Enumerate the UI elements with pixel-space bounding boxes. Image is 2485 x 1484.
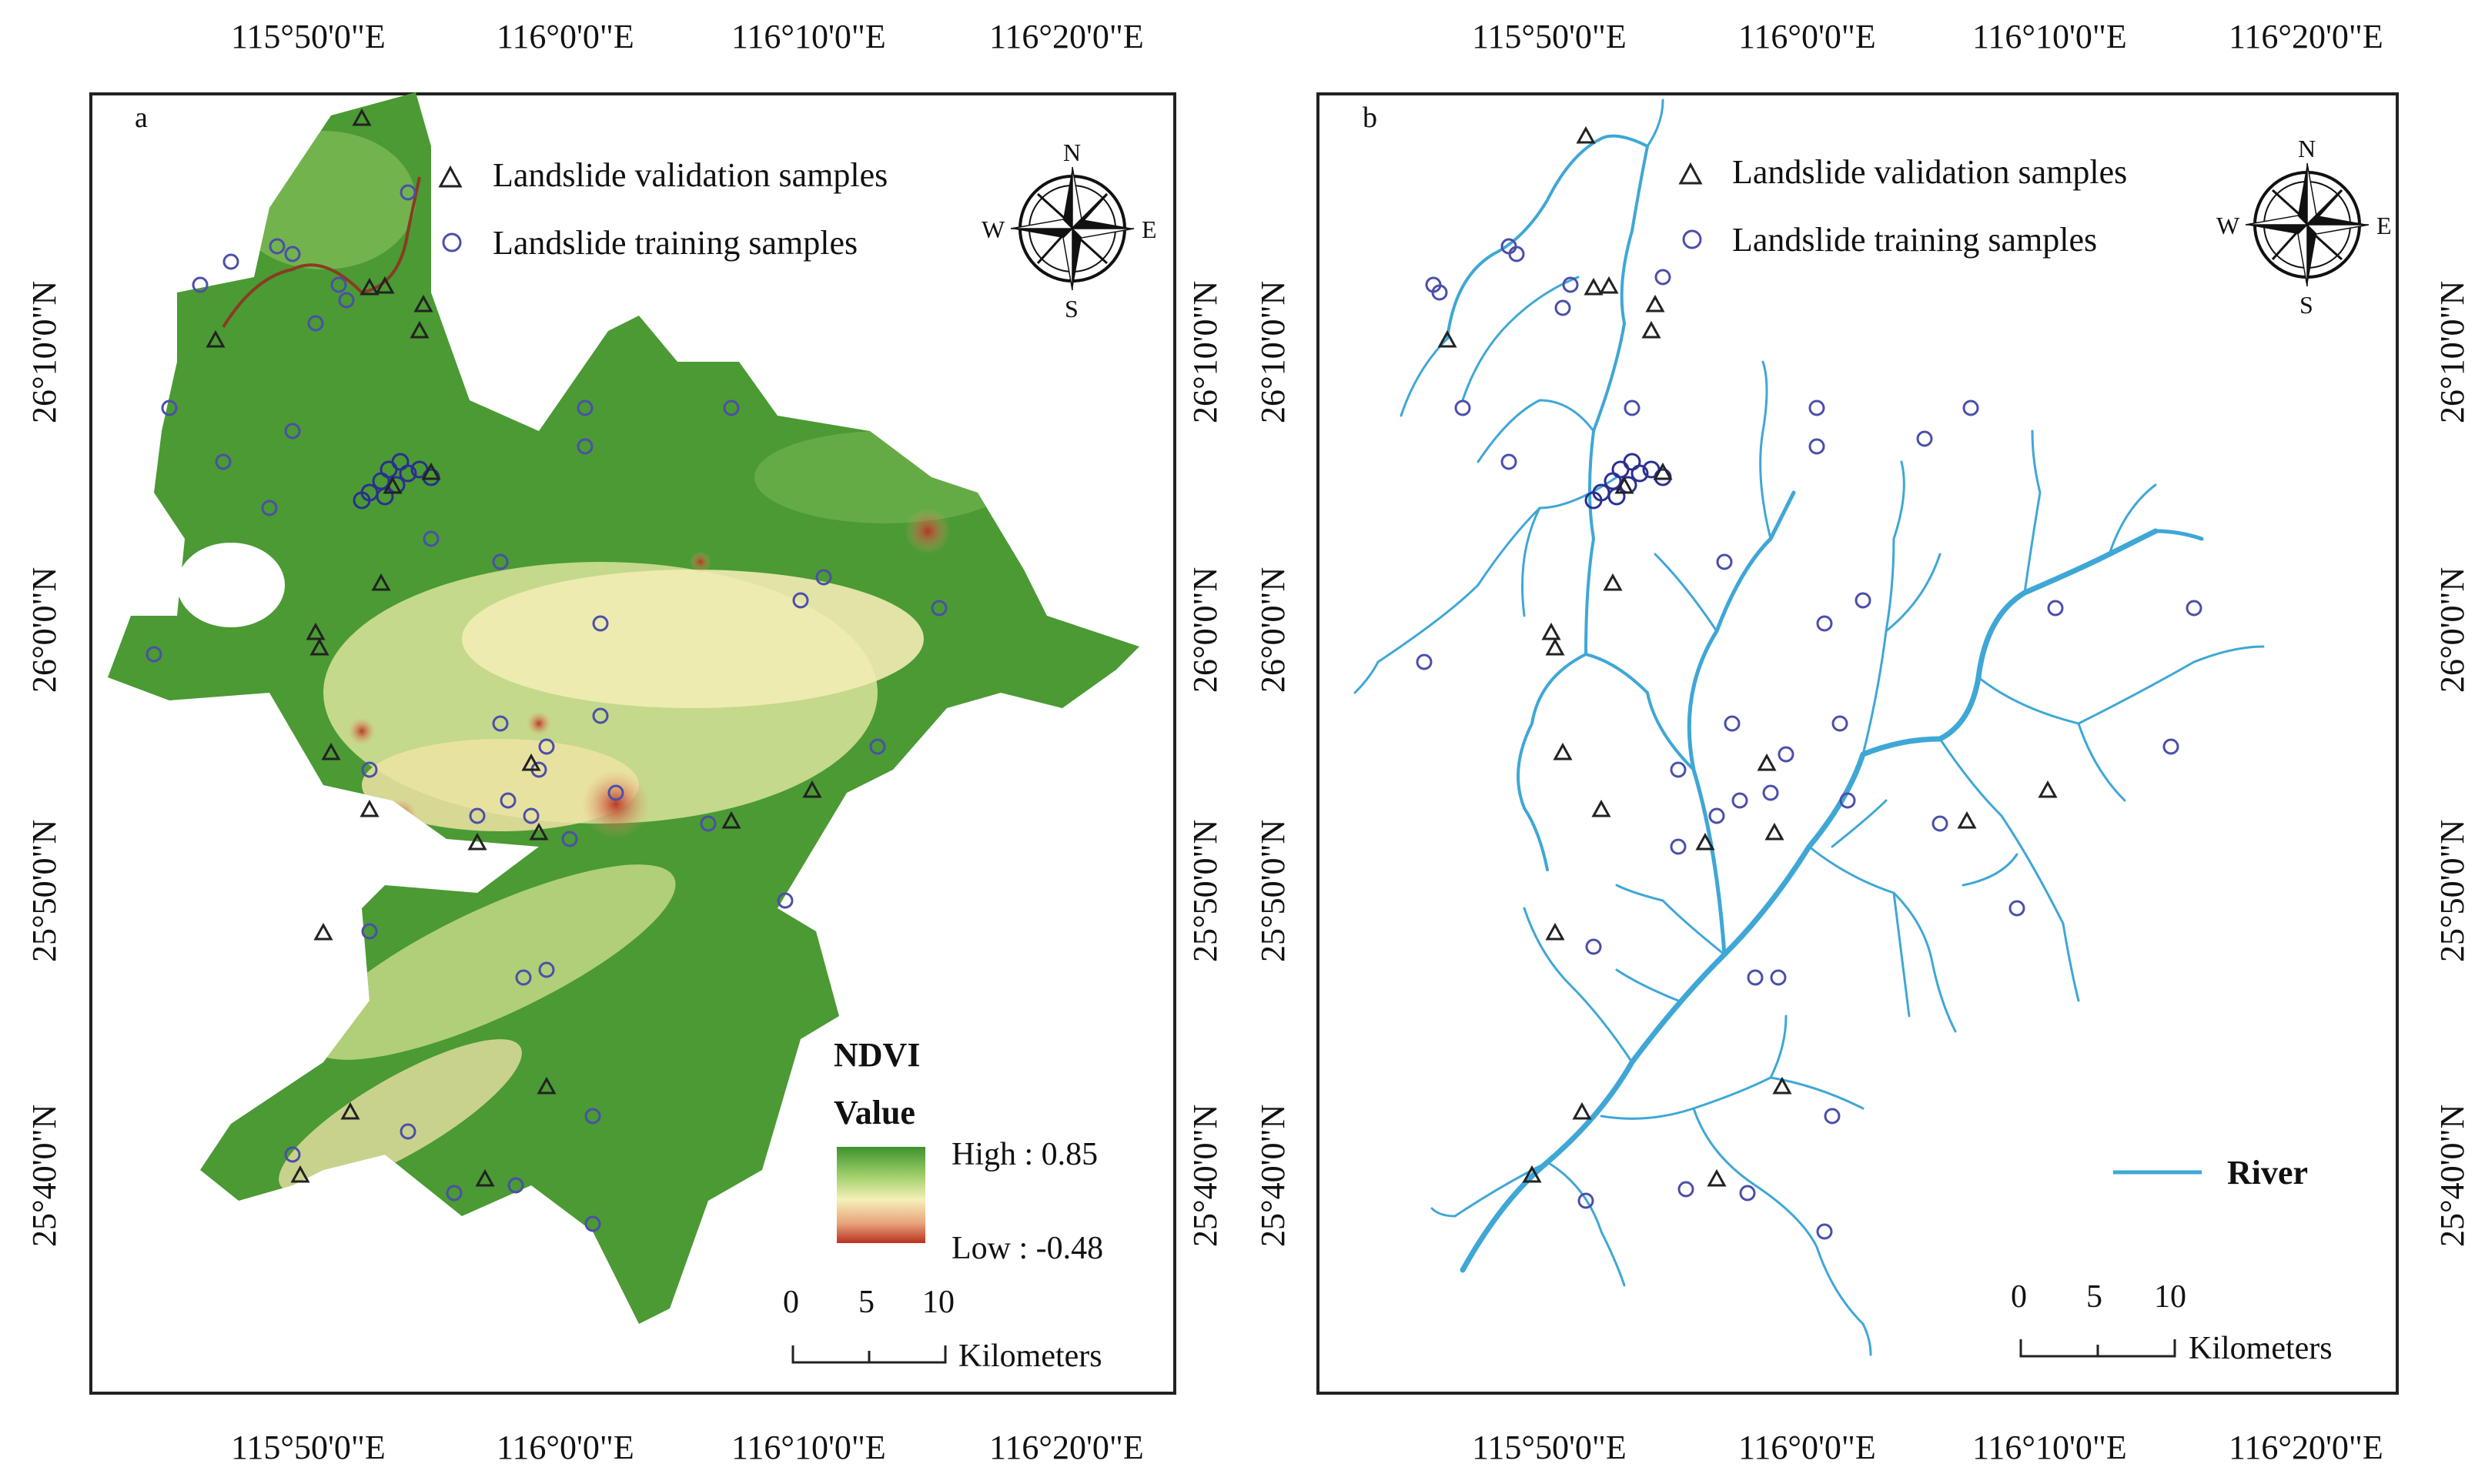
panel-letter: a <box>135 102 148 134</box>
panel-b-top-longitudes: 115°50'0"E 116°0'0"E 116°10'0"E 116°20'0… <box>1472 18 2383 55</box>
lat-label: 26°10'0"N <box>25 281 63 423</box>
ndvi-map-region <box>108 92 1139 1324</box>
panel-a-top-longitudes: 115°50'0"E 116°0'0"E 116°10'0"E 116°20'0… <box>231 18 1144 55</box>
compass-s: S <box>2299 291 2313 319</box>
legend-validation-label: Landslide validation samples <box>1732 153 2127 191</box>
river-label: River <box>2227 1154 2308 1192</box>
panel-a-frame <box>89 92 1176 1395</box>
validation-samples-b <box>1437 125 2058 1187</box>
lon-label: 116°10'0"E <box>731 18 886 55</box>
compass-rose-icon: N S W E <box>2216 135 2392 319</box>
panel-letter: b <box>1363 102 1377 134</box>
compass-w: W <box>2216 212 2240 239</box>
lat-label: 25°40'0"N <box>2433 1105 2471 1247</box>
lon-label: 116°10'0"E <box>731 1429 886 1466</box>
compass-w: W <box>982 216 1005 243</box>
lat-label: 25°50'0"N <box>1254 820 1292 962</box>
compass-e: E <box>1142 216 1157 243</box>
training-samples-b <box>1416 238 2202 1240</box>
lat-label: 25°50'0"N <box>2433 820 2471 962</box>
lon-label: 115°50'0"E <box>231 1429 386 1466</box>
legend-training-label: Landslide training samples <box>493 224 858 262</box>
panel-a-bottom-longitudes: 115°50'0"E 116°0'0"E 116°10'0"E 116°20'0… <box>231 1429 1144 1466</box>
lon-label: 116°20'0"E <box>2229 18 2383 55</box>
compass-n: N <box>1063 139 1081 166</box>
ndvi-color-ramp <box>837 1147 925 1243</box>
triangle-icon <box>438 165 463 188</box>
panel-b-bottom-longitudes: 115°50'0"E 116°0'0"E 116°10'0"E 116°20'0… <box>1472 1429 2383 1466</box>
ndvi-title: NDVI <box>834 1036 920 1074</box>
panel-a: a Landslide validation samples Landslide… <box>89 92 1176 1395</box>
circle-icon <box>442 232 462 252</box>
lon-label: 116°0'0"E <box>497 1429 634 1466</box>
lat-label: 26°10'0"N <box>1186 281 1224 423</box>
validation-samples-a <box>206 108 822 1187</box>
excluded-area <box>177 543 285 627</box>
training-samples-a <box>145 184 948 1232</box>
panel-b-frame <box>1316 92 2399 1395</box>
scale-bar-b: 0 5 10 Kilometers <box>2011 1279 2333 1366</box>
panel-a-right-latitudes: 26°10'0"N 26°0'0"N 25°50'0"N 25°40'0"N <box>1186 281 1224 1247</box>
lon-label: 115°50'0"E <box>1472 1429 1627 1466</box>
lon-label: 116°0'0"E <box>1738 1429 1876 1466</box>
legend-validation-label: Landslide validation samples <box>493 156 888 194</box>
sample-legend-a: Landslide validation samples Landslide t… <box>438 156 888 262</box>
triangle-icon <box>1678 162 1703 185</box>
lat-label: 25°40'0"N <box>25 1105 63 1247</box>
lon-label: 116°0'0"E <box>497 18 634 55</box>
lon-label: 116°0'0"E <box>1738 18 1876 55</box>
compass-e: E <box>2376 212 2392 239</box>
scale-tick-0: 0 <box>783 1285 799 1320</box>
scale-tick-10: 10 <box>922 1285 955 1320</box>
scale-unit: Kilometers <box>2189 1331 2333 1366</box>
lat-label: 25°50'0"N <box>25 820 63 962</box>
lon-label: 116°20'0"E <box>989 18 1144 55</box>
lon-label: 115°50'0"E <box>1472 18 1627 55</box>
river-legend: River <box>2113 1154 2308 1192</box>
lat-label: 25°40'0"N <box>1186 1105 1224 1247</box>
compass-rose-icon: N S W E <box>982 139 1157 323</box>
panel-a-left-latitudes: 26°10'0"N 26°0'0"N 25°50'0"N 25°40'0"N <box>25 281 63 1247</box>
legend-training-label: Landslide training samples <box>1732 221 2097 259</box>
ndvi-legend: NDVI Value High : 0.85 Low : -0.48 <box>834 1036 1103 1266</box>
scale-tick-5: 5 <box>2086 1279 2102 1315</box>
lat-label: 26°0'0"N <box>1186 567 1224 693</box>
lon-label: 116°20'0"E <box>989 1429 1144 1466</box>
lat-label: 26°0'0"N <box>2433 567 2471 693</box>
ndvi-high-label: High : 0.85 <box>952 1137 1098 1172</box>
scale-tick-10: 10 <box>2154 1279 2186 1315</box>
scale-tick-0: 0 <box>2011 1279 2027 1315</box>
lat-label: 26°10'0"N <box>2433 281 2471 423</box>
ndvi-value-label: Value <box>834 1094 915 1131</box>
scale-bar-a: 0 5 10 Kilometers <box>783 1285 1102 1374</box>
river-line-a <box>222 176 421 329</box>
circle-icon <box>1682 229 1702 249</box>
training-cluster-b <box>1584 453 1672 510</box>
scale-unit: Kilometers <box>958 1339 1102 1374</box>
lon-label: 115°50'0"E <box>231 18 386 55</box>
lat-label: 25°40'0"N <box>1254 1105 1292 1247</box>
lon-label: 116°20'0"E <box>2229 1429 2383 1466</box>
panel-b: b Landslide validation samples Landslide… <box>1316 92 2399 1395</box>
lat-label: 25°50'0"N <box>1186 820 1224 962</box>
scale-tick-5: 5 <box>858 1285 875 1320</box>
lat-label: 26°0'0"N <box>1254 567 1292 693</box>
lon-label: 116°10'0"E <box>1972 1429 2127 1466</box>
lat-label: 26°10'0"N <box>1254 281 1292 423</box>
compass-s: S <box>1065 295 1079 323</box>
ndvi-low-label: Low : -0.48 <box>952 1231 1103 1266</box>
lat-label: 26°0'0"N <box>25 567 63 693</box>
panel-b-right-latitudes: 26°10'0"N 26°0'0"N 25°50'0"N 25°40'0"N <box>2433 281 2471 1247</box>
compass-n: N <box>2298 135 2316 162</box>
sample-legend-b: Landslide validation samples Landslide t… <box>1678 153 2127 259</box>
lon-label: 116°10'0"E <box>1972 18 2127 55</box>
panel-b-left-latitudes: 26°10'0"N 26°0'0"N 25°50'0"N 25°40'0"N <box>1254 281 1292 1247</box>
river-network <box>1353 99 2265 1356</box>
